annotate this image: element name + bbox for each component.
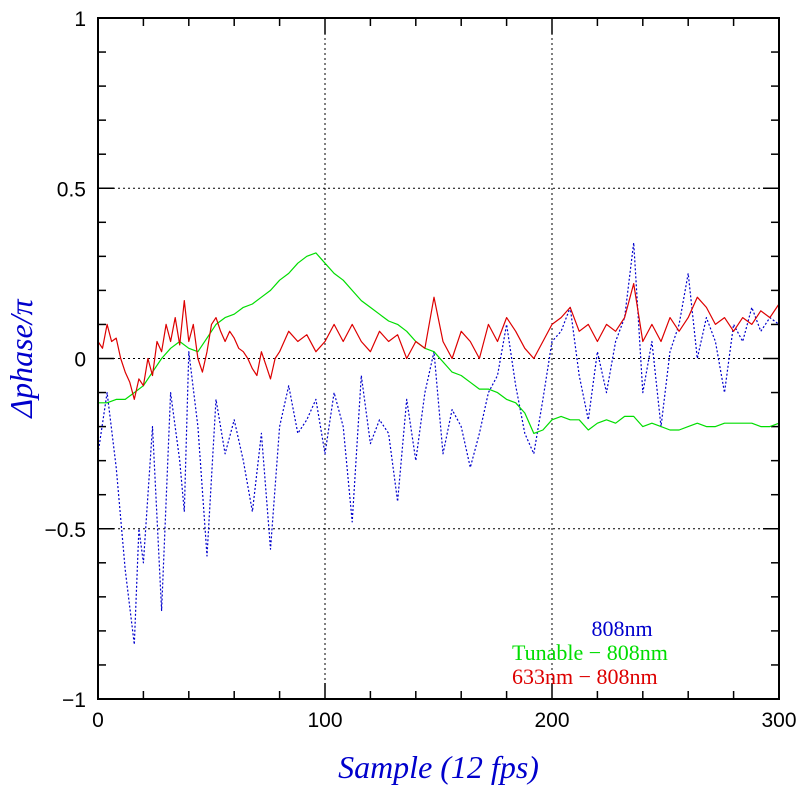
plot-frame bbox=[97, 17, 780, 700]
tick-labels: 0 100 200 300 −1 −0.5 0 0.5 1 bbox=[45, 8, 797, 732]
grid-lines bbox=[98, 18, 779, 699]
legend-entry-tunable: Tunable − 808nm bbox=[512, 640, 668, 665]
legend: 808nm Tunable − 808nm 633nm − 808nm bbox=[512, 616, 668, 689]
y-tick-label: −1 bbox=[62, 689, 86, 712]
x-tick-label: 200 bbox=[534, 709, 569, 732]
x-tick-label: 0 bbox=[92, 709, 104, 732]
legend-entry-633nm: 633nm − 808nm bbox=[512, 664, 658, 689]
y-axis-title: Δphase/π bbox=[3, 298, 39, 419]
series-line-1 bbox=[98, 252, 780, 434]
series-line-2 bbox=[97, 283, 780, 400]
x-tick-label: 100 bbox=[307, 709, 342, 732]
series-line-0 bbox=[97, 242, 780, 646]
y-tick-label: −0.5 bbox=[45, 519, 86, 542]
x-tick-label: 300 bbox=[761, 709, 796, 732]
y-tick-label: 1 bbox=[74, 8, 86, 31]
x-axis-title: Sample (12 fps) bbox=[338, 749, 539, 785]
legend-entry-808nm: 808nm bbox=[591, 616, 652, 641]
series-lines bbox=[97, 242, 780, 646]
y-tick-label: 0 bbox=[74, 349, 86, 372]
y-tick-label: 0.5 bbox=[57, 178, 86, 201]
